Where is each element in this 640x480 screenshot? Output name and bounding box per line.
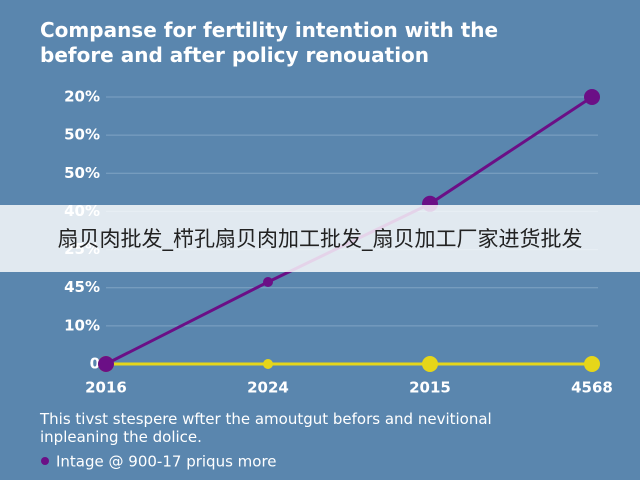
y-tick-label: 20%: [64, 88, 100, 106]
y-tick-label: 50%: [64, 126, 100, 144]
chart-title: Companse for fertility intention with th…: [40, 18, 498, 67]
x-tick-label: 2024: [247, 379, 289, 397]
y-tick-label: 0: [90, 355, 100, 373]
note-line: inpleaning the dolice.: [40, 428, 202, 446]
note-line: This tivst stespere wfter the amoutgut b…: [39, 410, 492, 428]
title-line: Companse for fertility intention with th…: [40, 18, 498, 42]
data-point: [422, 356, 438, 372]
data-point: [263, 359, 273, 369]
banner-band: [0, 205, 640, 272]
x-tick-label: 4568: [571, 379, 613, 397]
legend-swatch: [41, 457, 49, 465]
data-point: [584, 356, 600, 372]
note: This tivst stespere wfter the amoutgut b…: [39, 410, 492, 446]
data-point: [263, 276, 273, 287]
data-point: [584, 89, 600, 105]
title-line: before and after policy renouation: [40, 43, 429, 67]
data-point: [98, 356, 114, 372]
y-tick-label: 10%: [64, 316, 100, 334]
x-tick-label: 2015: [409, 379, 451, 397]
y-tick-label: 50%: [64, 164, 100, 182]
y-tick-label: 45%: [64, 278, 100, 296]
legend-label: Intage @ 900-17 priqus more: [56, 453, 277, 471]
banner: 扇贝肉批发_栉孔扇贝肉加工批发_扇贝加工厂家进货批发: [58, 227, 583, 252]
x-tick-label: 2016: [85, 379, 127, 397]
